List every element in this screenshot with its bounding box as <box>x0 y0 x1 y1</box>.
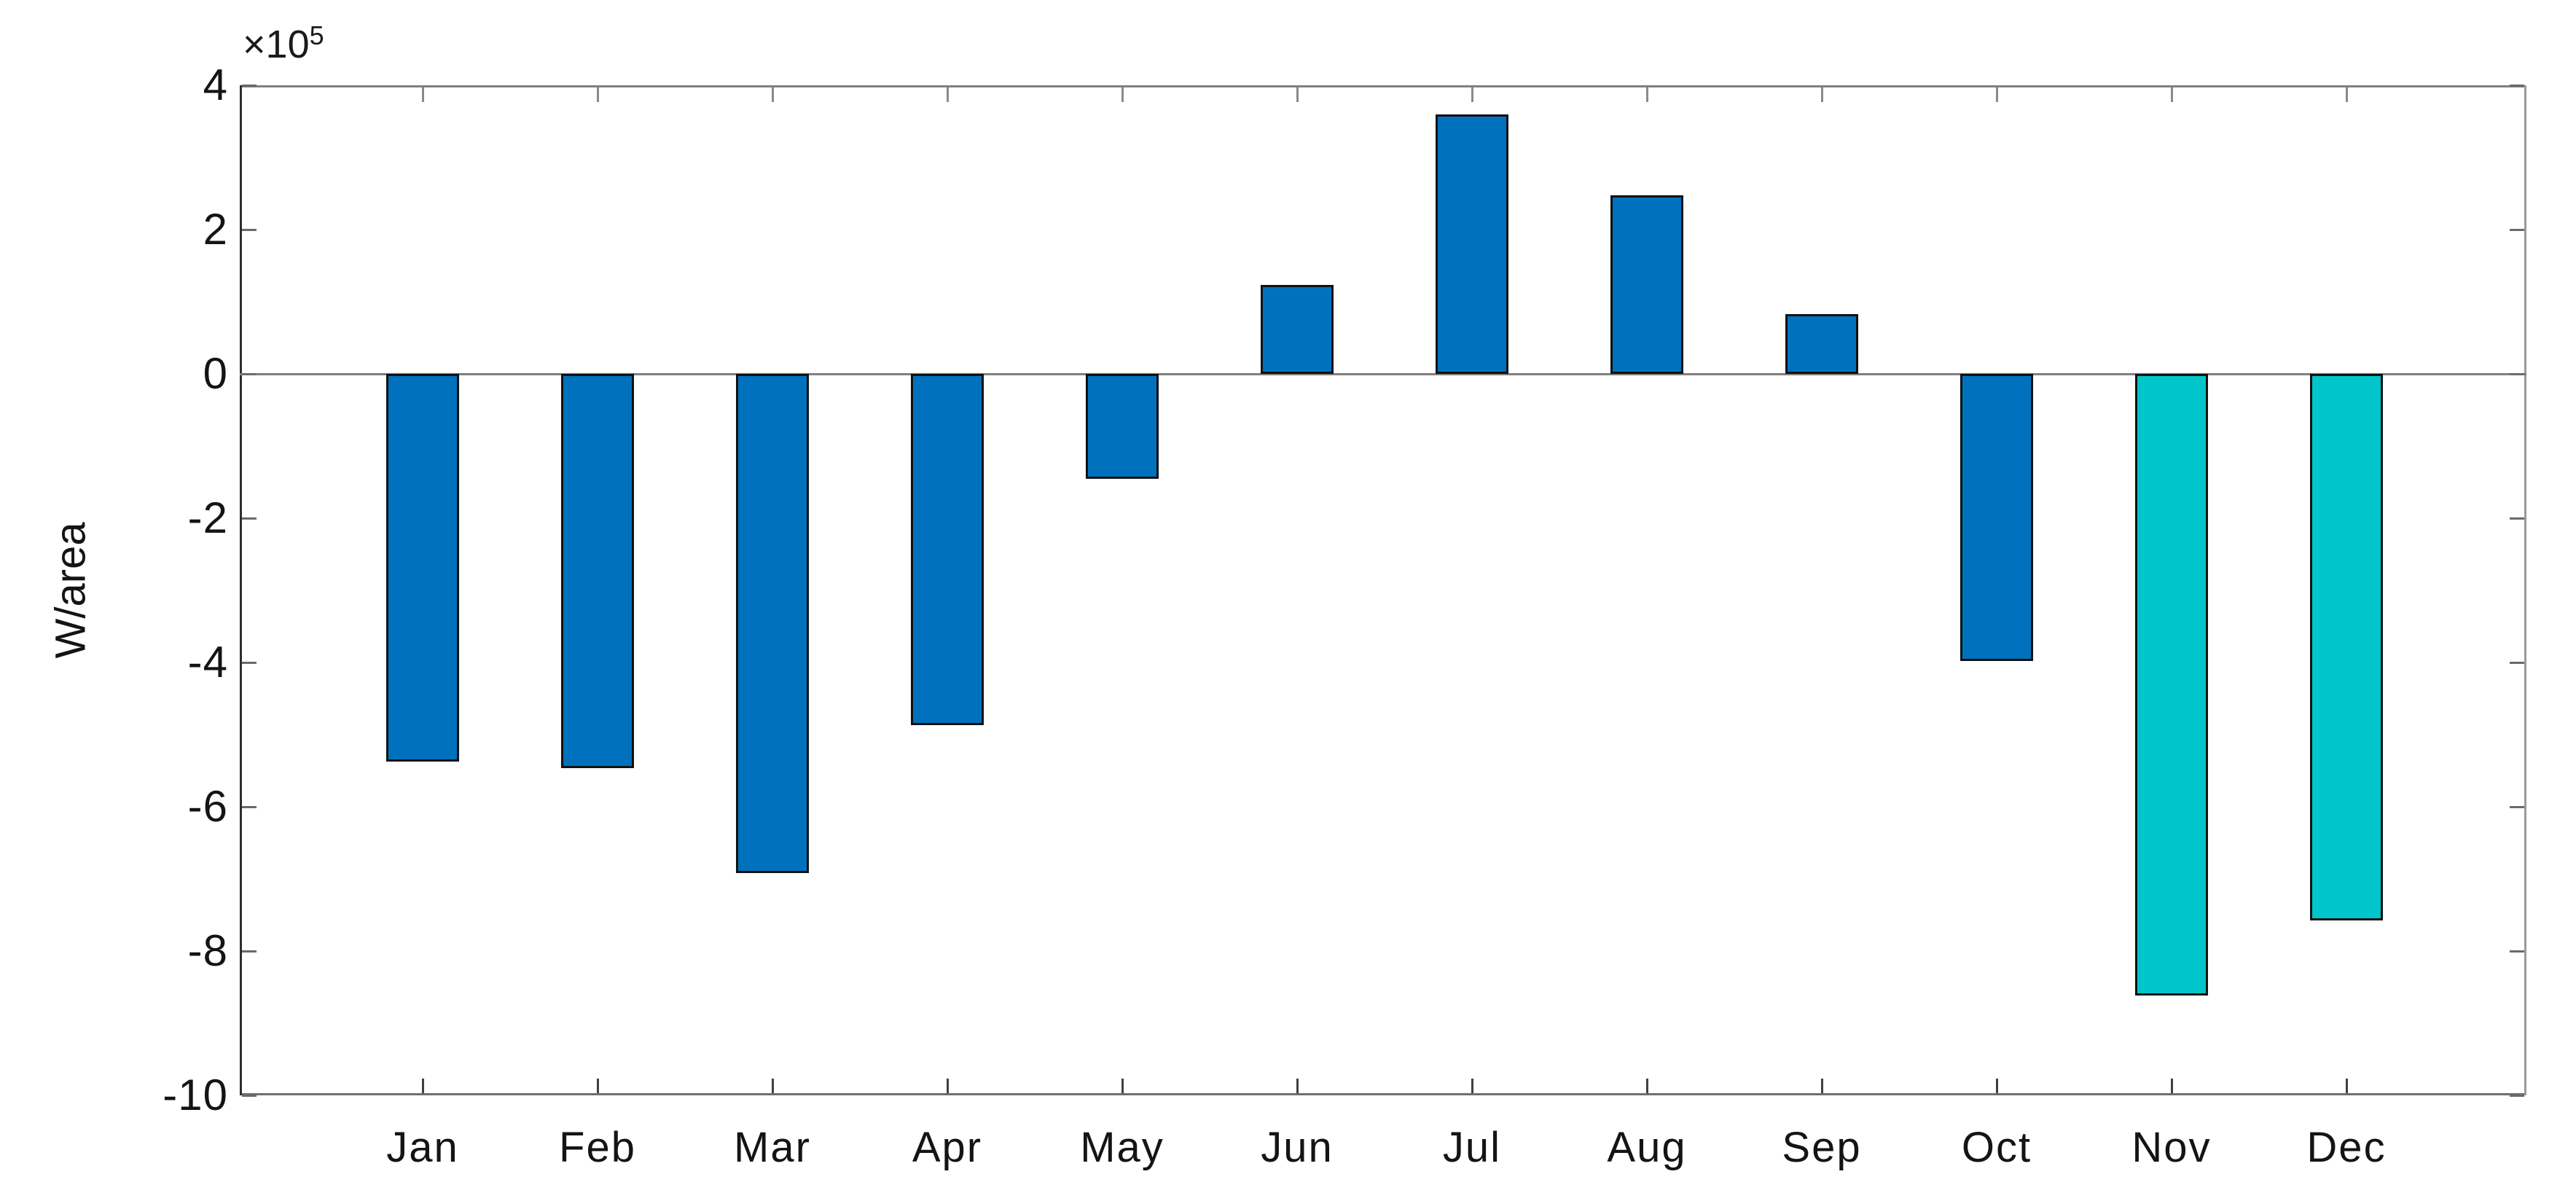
y-tick-label--10: -10 <box>163 1071 228 1119</box>
x-tick-label-mar: Mar <box>734 1124 811 1171</box>
bar-aug <box>1610 195 1683 374</box>
x-tick-top-jun <box>1296 87 1299 102</box>
x-tick-top-aug <box>1646 87 1648 102</box>
y-tick--4 <box>242 662 257 664</box>
bar-jul <box>1436 114 1508 374</box>
bar-mar <box>736 374 809 874</box>
x-tick-top-mar <box>772 87 774 102</box>
bar-apr <box>911 374 984 726</box>
x-tick-dec <box>2346 1079 2348 1093</box>
y-axis-exponent: ×105 <box>243 20 324 67</box>
x-tick-jul <box>1471 1079 1473 1093</box>
x-tick-label-aug: Aug <box>1607 1124 1687 1171</box>
y-tick-right--8 <box>2510 950 2524 953</box>
x-tick-label-jul: Jul <box>1442 1124 1502 1171</box>
y-tick-2 <box>242 229 257 231</box>
y-tick-label--6: -6 <box>187 782 228 831</box>
x-tick-label-dec: Dec <box>2306 1124 2387 1171</box>
x-tick-nov <box>2171 1079 2173 1093</box>
y-tick--8 <box>242 950 257 953</box>
bar-jun <box>1261 285 1334 374</box>
x-tick-top-dec <box>2346 87 2348 102</box>
y-tick-right--4 <box>2510 662 2524 664</box>
x-tick-jun <box>1296 1079 1299 1093</box>
bar-nov <box>2135 374 2208 996</box>
y-tick-right--2 <box>2510 517 2524 520</box>
y-tick--10 <box>242 1095 257 1097</box>
bar-may <box>1086 374 1159 479</box>
x-tick-label-may: May <box>1080 1124 1164 1171</box>
x-tick-top-apr <box>947 87 949 102</box>
y-tick-right-4 <box>2510 85 2524 87</box>
x-tick-jan <box>422 1079 424 1093</box>
exponent-base: ×10 <box>243 23 310 66</box>
zero-baseline <box>240 373 2526 375</box>
y-tick-label-4: 4 <box>203 60 228 109</box>
bar-oct <box>1960 374 2033 662</box>
x-tick-top-nov <box>2171 87 2173 102</box>
y-tick-label--2: -2 <box>187 493 228 542</box>
axis-spine-left <box>240 85 242 1095</box>
x-tick-feb <box>597 1079 599 1093</box>
x-tick-may <box>1121 1079 1124 1093</box>
bar-feb <box>561 374 634 768</box>
x-tick-apr <box>947 1079 949 1093</box>
bar-sep <box>1785 313 1858 374</box>
x-tick-label-apr: Apr <box>912 1124 983 1171</box>
y-tick-right--6 <box>2510 806 2524 808</box>
exponent-power: 5 <box>309 20 324 50</box>
y-tick-label-0: 0 <box>203 349 228 398</box>
x-tick-sep <box>1821 1079 1823 1093</box>
bar-jan <box>386 374 459 762</box>
y-tick-label-2: 2 <box>203 205 228 254</box>
x-tick-aug <box>1646 1079 1648 1093</box>
axis-spine-right <box>2524 85 2526 1095</box>
y-tick-0 <box>242 373 257 375</box>
y-tick--6 <box>242 806 257 808</box>
x-tick-oct <box>1996 1079 1998 1093</box>
x-tick-top-feb <box>597 87 599 102</box>
y-tick-4 <box>242 85 257 87</box>
x-tick-label-oct: Oct <box>1961 1124 2032 1171</box>
y-tick-right-2 <box>2510 229 2524 231</box>
y-tick-right--10 <box>2510 1095 2524 1097</box>
x-tick-label-nov: Nov <box>2131 1124 2212 1171</box>
x-tick-mar <box>772 1079 774 1093</box>
axis-spine-bottom <box>240 1093 2526 1095</box>
x-tick-label-feb: Feb <box>559 1124 636 1171</box>
y-tick-label--8: -8 <box>187 926 228 975</box>
x-tick-top-jul <box>1471 87 1473 102</box>
axis-spine-top <box>240 85 2526 87</box>
y-tick-right-0 <box>2510 373 2524 375</box>
x-tick-label-sep: Sep <box>1782 1124 1862 1171</box>
x-tick-label-jan: Jan <box>386 1124 459 1171</box>
y-tick-label--4: -4 <box>187 638 228 687</box>
bar-dec <box>2310 374 2383 921</box>
x-tick-top-sep <box>1821 87 1823 102</box>
x-tick-label-jun: Jun <box>1261 1124 1334 1171</box>
x-tick-top-jan <box>422 87 424 102</box>
x-tick-top-oct <box>1996 87 1998 102</box>
y-tick--2 <box>242 517 257 520</box>
x-tick-top-may <box>1121 87 1124 102</box>
